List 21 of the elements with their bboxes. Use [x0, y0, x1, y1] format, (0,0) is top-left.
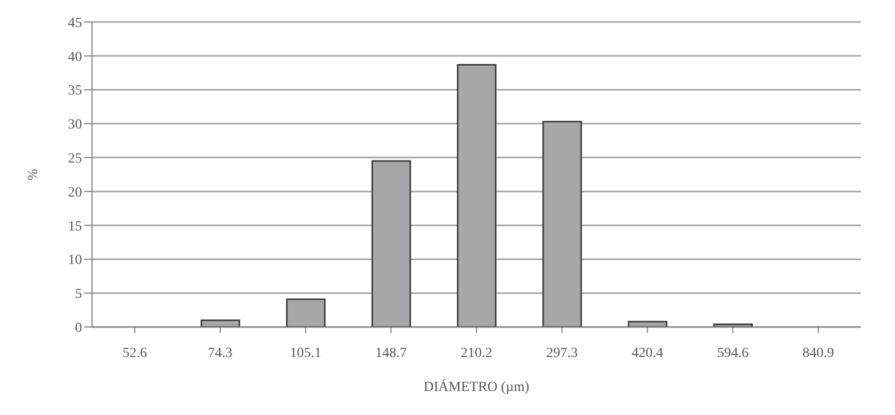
x-tick-label: 297.3	[546, 346, 578, 361]
x-tick-label: 840.9	[802, 346, 834, 361]
x-tick-label: 74.3	[208, 346, 232, 361]
y-tick-label: 15	[68, 219, 82, 234]
x-tick-label: 594.6	[717, 346, 749, 361]
y-tick-label: 45	[68, 16, 82, 31]
y-tick-label: 35	[68, 84, 82, 99]
x-tick-label: 210.2	[460, 346, 492, 361]
x-tick-label: 148.7	[375, 346, 407, 361]
y-tick-label: 20	[68, 185, 82, 200]
y-tick-label: 25	[68, 152, 82, 167]
y-tick-label: 5	[75, 287, 82, 302]
y-tick-label: 10	[68, 253, 82, 268]
x-tick-label: 105.1	[290, 346, 322, 361]
x-tick-label: 52.6	[122, 346, 147, 361]
x-tick-label: 420.4	[632, 346, 664, 361]
y-tick-label: 40	[68, 50, 82, 65]
y-axis-title: %	[26, 168, 41, 180]
y-tick-label: 30	[68, 118, 82, 133]
y-tick-label: 0	[75, 320, 82, 336]
x-axis-title: DIÁMETRO (µm)	[424, 378, 530, 395]
